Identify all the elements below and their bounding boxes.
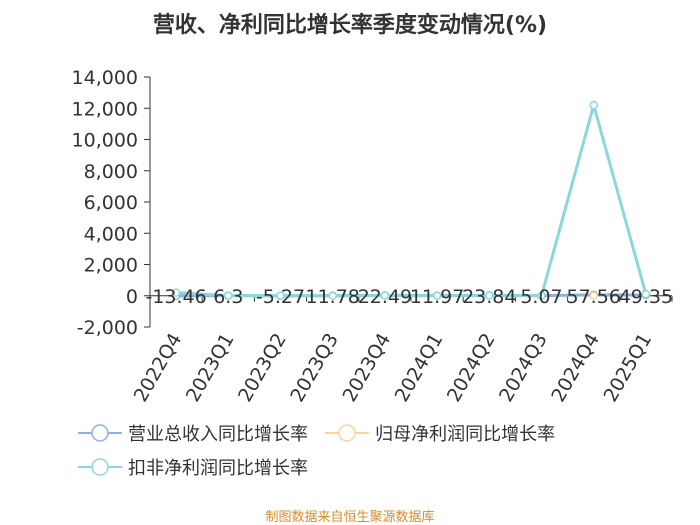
series-group <box>171 99 651 301</box>
axes: 14,00012,00010,0008,0006,0004,0002,0000-… <box>72 67 673 406</box>
y-tick-label: 4,000 <box>84 223 138 245</box>
x-tick-label: 2024Q1 <box>391 329 448 405</box>
series-line-2 <box>176 99 648 298</box>
data-label: 6.3 <box>213 286 243 308</box>
y-tick-label: 14,000 <box>72 67 138 89</box>
y-tick-label: 0 <box>126 286 138 308</box>
legend: 营业总收入同比增长率 归母净利润同比增长率 扣非净利润同比增长率 <box>78 416 678 484</box>
series-point-2 <box>537 291 546 300</box>
series-point-2 <box>276 291 285 300</box>
x-tick-label: 2023Q4 <box>338 330 395 406</box>
legend-label-net-profit: 归母净利润同比增长率 <box>375 424 556 445</box>
series-point-2 <box>171 288 181 297</box>
legend-marker-net-profit <box>325 424 370 442</box>
legend-label-revenue: 营业总收入同比增长率 <box>128 424 308 445</box>
legend-marker-deducted-profit <box>78 458 122 476</box>
legend-item-deducted-profit[interactable]: 扣非净利润同比增长率 <box>78 450 308 484</box>
x-tick-label: 2024Q3 <box>495 330 552 406</box>
y-tick-label: 10,000 <box>72 130 138 152</box>
x-tick-label: 2023Q2 <box>234 330 291 406</box>
x-tick-label: 2023Q1 <box>182 330 239 406</box>
x-tick-label: 2024Q2 <box>443 330 500 406</box>
data-label: 5.07 <box>520 286 562 308</box>
y-tick-label: 2,000 <box>84 255 138 277</box>
y-tick-label: 12,000 <box>72 98 138 120</box>
legend-item-revenue[interactable]: 营业总收入同比增长率 <box>78 416 308 450</box>
data-label: -5.27 <box>256 286 305 308</box>
series-point-2 <box>589 100 598 110</box>
x-tick-label: 2023Q3 <box>286 330 343 406</box>
series-point-2 <box>224 291 233 300</box>
x-tick-label: 2025Q1 <box>599 330 656 406</box>
data-label: 11.78 <box>305 286 359 308</box>
series-point-2 <box>641 289 651 299</box>
chart-title: 营收、净利同比增长率季度变动情况(%) <box>152 13 548 38</box>
series-point-2 <box>380 291 390 300</box>
y-tick-label: -2,000 <box>77 317 138 339</box>
data-label: -13.46 <box>145 286 206 308</box>
series-point-2 <box>328 291 337 301</box>
data-label: 49.35 <box>619 286 673 308</box>
series-point-2 <box>485 291 494 300</box>
series-point-1 <box>589 291 598 300</box>
data-label: 57.56 <box>566 286 620 308</box>
y-tick-label: 6,000 <box>84 192 138 214</box>
legend-marker-revenue <box>78 424 122 442</box>
y-tick-label: 8,000 <box>84 161 138 183</box>
x-tick-label: 2024Q4 <box>547 330 604 406</box>
data-label: 22.49 <box>358 286 412 308</box>
data-label: 23.84 <box>462 286 516 308</box>
source-note: 制图数据来自恒生聚源数据库 <box>265 510 435 525</box>
x-tick-label: 2022Q4 <box>130 330 187 406</box>
data-label: 11.97 <box>410 286 464 308</box>
series-point-2 <box>432 291 442 300</box>
legend-label-deducted-profit: 扣非净利润同比增长率 <box>128 458 308 479</box>
legend-item-net-profit[interactable]: 归母净利润同比增长率 <box>325 416 555 450</box>
